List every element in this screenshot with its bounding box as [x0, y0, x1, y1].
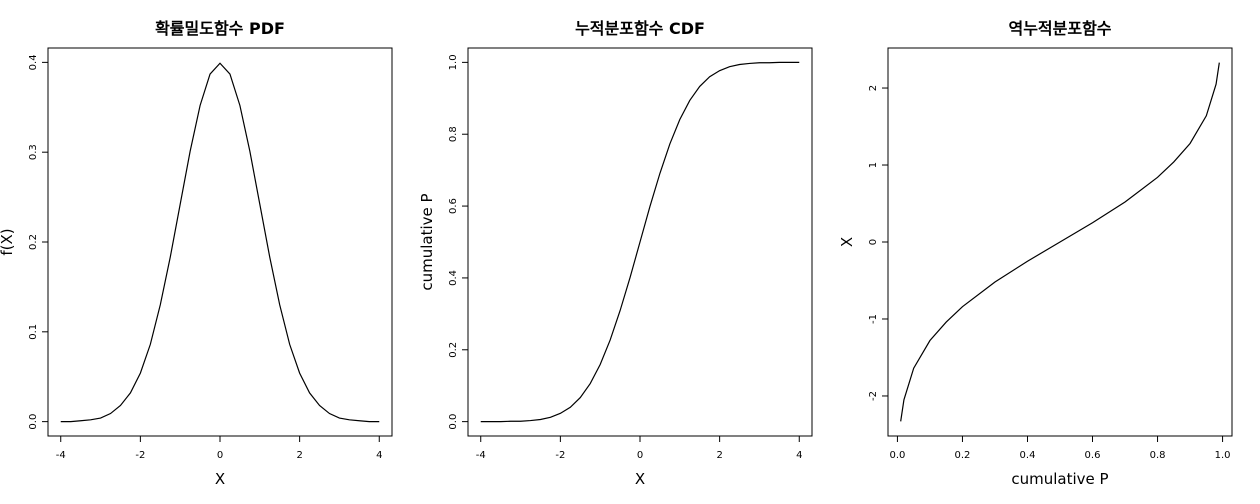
- x-tick-label: -2: [135, 450, 145, 461]
- x-axis-label: X: [635, 470, 645, 488]
- y-tick-label: 1: [868, 162, 879, 168]
- x-tick-label: -2: [555, 450, 565, 461]
- y-axis-label: X: [838, 237, 856, 247]
- data-line: [900, 62, 1220, 422]
- plot-box: [47, 47, 393, 437]
- x-axis-label: X: [215, 470, 225, 488]
- x-tick-label: -4: [476, 450, 486, 461]
- y-tick-label: 0.2: [28, 234, 39, 250]
- x-tick-label: 0.2: [955, 450, 971, 461]
- y-tick-label: 0: [868, 239, 879, 245]
- y-tick-label: 2: [868, 85, 879, 91]
- x-tick-label: -4: [56, 450, 66, 461]
- data-line: [480, 61, 800, 423]
- y-axis-label: cumulative P: [418, 193, 436, 290]
- x-tick-label: 2: [296, 450, 302, 461]
- y-tick-label: 0.1: [28, 324, 39, 340]
- x-tick-label: 4: [376, 450, 382, 461]
- chart-title: 누적분포함수 CDF: [575, 19, 705, 38]
- y-tick-label: 0.6: [448, 198, 459, 214]
- y-tick-label: 0.0: [28, 414, 39, 430]
- y-axis-label: f(X): [0, 228, 16, 255]
- y-tick-label: 0.4: [448, 270, 459, 286]
- x-tick-label: 2: [716, 450, 722, 461]
- chart-title: 역누적분포함수: [1008, 19, 1111, 38]
- y-tick-label: 0.2: [448, 342, 459, 358]
- y-tick-label: -1: [868, 314, 879, 324]
- x-tick-label: 0.6: [1085, 450, 1101, 461]
- chart-title: 확률밀도함수 PDF: [155, 19, 285, 38]
- y-tick-label: 0.3: [28, 144, 39, 160]
- y-tick-label: -2: [868, 391, 879, 401]
- y-tick-label: 1.0: [448, 54, 459, 70]
- x-tick-label: 0.8: [1150, 450, 1166, 461]
- x-tick-label: 1.0: [1215, 450, 1231, 461]
- x-tick-label: 4: [796, 450, 802, 461]
- x-tick-label: 0.4: [1020, 450, 1036, 461]
- x-tick-label: 0.0: [889, 450, 905, 461]
- y-tick-label: 0.4: [28, 54, 39, 70]
- x-tick-label: 0: [217, 450, 223, 461]
- x-tick-label: 0: [637, 450, 643, 461]
- x-axis-label: cumulative P: [1011, 470, 1108, 488]
- y-tick-label: 0.8: [448, 126, 459, 142]
- data-line: [60, 62, 380, 423]
- y-tick-label: 0.0: [448, 414, 459, 430]
